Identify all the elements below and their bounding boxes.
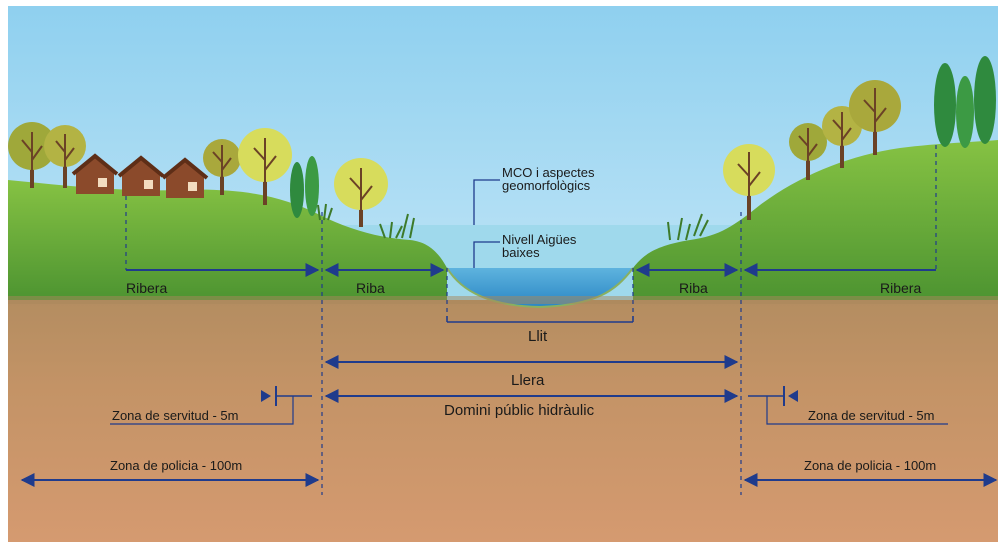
- reed-icon: [317, 203, 333, 221]
- label-mco-2: geomorfològics: [502, 178, 591, 193]
- dimension-arrows: [20, 263, 998, 487]
- label-llit: Llit: [528, 328, 548, 345]
- house-icon: [117, 155, 165, 196]
- label-aigues-baixes-2: baixes: [502, 245, 540, 260]
- label-servitud-left: Zona de servitud - 5m: [112, 408, 238, 423]
- tree-icon: [334, 158, 388, 227]
- trees-left: [8, 122, 388, 227]
- house-icon: [161, 157, 209, 198]
- tree-icon: [238, 128, 292, 205]
- channel-bed: [446, 267, 634, 309]
- house-icon: [71, 153, 119, 194]
- trees-right: [723, 56, 996, 220]
- tree-icon: [8, 122, 56, 188]
- tree-icon: [849, 80, 901, 155]
- label-domini: Domini públic hidràulic: [444, 402, 595, 419]
- label-aigues-baixes: Nivell Aigües: [502, 232, 577, 247]
- label-policia-right: Zona de policia - 100m: [804, 458, 936, 473]
- servitud-left-marker: [110, 386, 312, 425]
- label-mco: MCO i aspectes: [502, 165, 595, 180]
- reed-icon: [379, 213, 415, 239]
- water-callouts: [473, 179, 500, 268]
- label-servitud-right: Zona de servitud - 5m: [808, 408, 934, 423]
- reeds: [317, 203, 709, 241]
- servitud-right-marker: [748, 386, 948, 425]
- tree-icon: [723, 144, 775, 220]
- tree-icon: [203, 139, 241, 195]
- label-llera: Llera: [511, 372, 545, 389]
- soil-edge: [8, 296, 998, 304]
- label-ribera-left: Ribera: [126, 280, 167, 296]
- label-riba-left: Riba: [356, 280, 385, 296]
- label-riba-right: Riba: [679, 280, 708, 296]
- label-policia-left: Zona de policia - 100m: [110, 458, 242, 473]
- label-ribera-right: Ribera: [880, 280, 921, 296]
- houses: [71, 153, 209, 198]
- cypress-icon: [290, 156, 319, 218]
- reed-icon: [667, 213, 709, 241]
- tree-icon: [44, 125, 86, 188]
- grass-terrain-right: [633, 140, 998, 300]
- tree-icon: [789, 123, 827, 180]
- dashed-guides: [125, 145, 937, 495]
- cypress-icon: [934, 56, 996, 148]
